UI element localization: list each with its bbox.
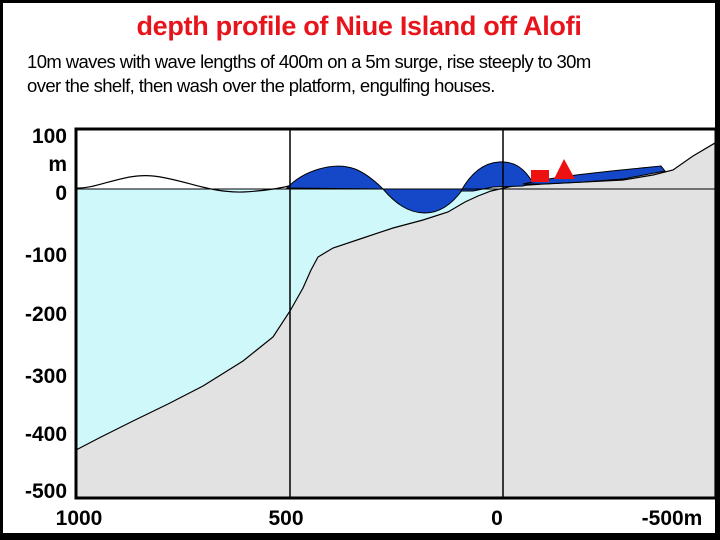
x-tick-0: 0 xyxy=(491,507,503,530)
sea-floor xyxy=(75,142,715,499)
wave-crest-1 xyxy=(285,165,385,190)
y-tick-minus-300: -300 xyxy=(24,365,67,388)
house-square-icon xyxy=(531,170,549,182)
description-line-1: 10m waves with wave lengths of 400m on a… xyxy=(27,51,591,72)
y-tick-minus-500: -500 xyxy=(24,480,67,503)
y-tick-100: 100 xyxy=(31,125,67,148)
diagram-title: depth profile of Niue Island off Alofi xyxy=(136,11,582,41)
x-tick-1000: 1000 xyxy=(55,507,103,530)
y-tick-minus-200: -200 xyxy=(24,303,67,326)
diagram-frame: depth profile of Niue Island off Alofi 1… xyxy=(3,3,715,533)
surface-wave-line xyxy=(75,175,294,193)
diagram-description: 10m waves with wave lengths of 400m on a… xyxy=(27,50,707,98)
y-tick-minus-100: -100 xyxy=(24,244,67,267)
plot-border xyxy=(74,127,715,500)
house-triangle-icon xyxy=(554,159,575,179)
x-tick-500: 500 xyxy=(268,507,304,530)
description-line-2: over the shelf, then wash over the platf… xyxy=(27,75,495,96)
y-tick-minus-400: -400 xyxy=(24,423,67,446)
y-tick-0: 0 xyxy=(55,182,67,205)
x-tick-minus-500m: -500m xyxy=(641,507,703,530)
y-unit-label: m xyxy=(48,153,67,176)
depth-profile-plot xyxy=(74,127,715,500)
wave-trough-1 xyxy=(381,188,464,214)
